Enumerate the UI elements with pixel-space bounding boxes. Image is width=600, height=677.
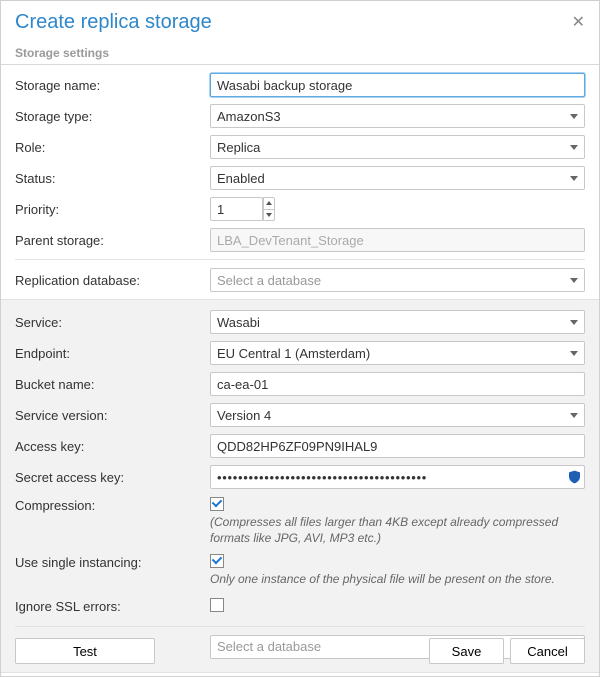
caret-up-icon [266,201,272,205]
service-version-value: Version 4 [217,408,566,423]
row-role: Role: Replica [15,135,585,159]
row-status: Status: Enabled [15,166,585,190]
endpoint-value: EU Central 1 (Amsterdam) [217,346,566,361]
label-replication-db: Replication database: [15,273,210,288]
row-storage-name: Storage name: [15,73,585,97]
label-priority: Priority: [15,202,210,217]
row-compression: Compression: (Compresses all files large… [15,496,585,546]
label-parent-storage: Parent storage: [15,233,210,248]
row-service: Service: Wasabi [15,310,585,334]
chevron-down-icon [570,351,578,356]
chevron-down-icon [570,278,578,283]
access-key-input[interactable] [210,434,585,458]
row-ignore-ssl: Ignore SSL errors: [15,595,585,619]
chevron-down-icon [570,413,578,418]
row-single-instancing: Use single instancing: Only one instance… [15,553,585,587]
role-value: Replica [217,140,566,155]
bucket-name-input[interactable] [210,372,585,396]
label-status: Status: [15,171,210,186]
section-header: Storage settings [1,42,599,65]
priority-step-up[interactable] [264,198,274,210]
divider [15,626,585,627]
label-access-key: Access key: [15,439,210,454]
close-icon[interactable]: ✕ [572,15,585,31]
row-replication-db: Replication database: Select a database [15,268,585,292]
caret-down-icon [266,213,272,217]
label-compression: Compression: [15,496,210,513]
row-parent-storage: Parent storage: [15,228,585,252]
single-instancing-hint: Only one instance of the physical file w… [210,571,585,587]
label-role: Role: [15,140,210,155]
storage-name-input[interactable] [210,73,585,97]
chevron-down-icon [570,145,578,150]
single-instancing-checkbox[interactable] [210,554,224,568]
ignore-ssl-checkbox[interactable] [210,598,224,612]
label-service: Service: [15,315,210,330]
storage-type-select[interactable]: AmazonS3 [210,104,585,128]
label-service-version: Service version: [15,408,210,423]
endpoint-select[interactable]: EU Central 1 (Amsterdam) [210,341,585,365]
test-button[interactable]: Test [15,638,155,664]
row-access-key: Access key: [15,434,585,458]
save-button[interactable]: Save [429,638,504,664]
row-storage-type: Storage type: AmazonS3 [15,104,585,128]
row-priority: Priority: [15,197,585,221]
label-single-instancing: Use single instancing: [15,553,210,570]
divider [15,259,585,260]
cancel-button[interactable]: Cancel [510,638,585,664]
priority-step-down[interactable] [264,210,274,221]
label-endpoint: Endpoint: [15,346,210,361]
compression-hint: (Compresses all files larger than 4KB ex… [210,514,585,546]
status-value: Enabled [217,171,566,186]
row-bucket-name: Bucket name: [15,372,585,396]
label-secret-key: Secret access key: [15,470,210,485]
storage-type-value: AmazonS3 [217,109,566,124]
label-bucket-name: Bucket name: [15,377,210,392]
status-select[interactable]: Enabled [210,166,585,190]
replication-db-select[interactable]: Select a database [210,268,585,292]
row-endpoint: Endpoint: EU Central 1 (Amsterdam) [15,341,585,365]
role-select[interactable]: Replica [210,135,585,159]
chevron-down-icon [570,176,578,181]
priority-input[interactable] [210,197,263,221]
row-service-version: Service version: Version 4 [15,403,585,427]
chevron-down-icon [570,320,578,325]
label-storage-name: Storage name: [15,78,210,93]
dialog-title: Create replica storage [15,11,572,34]
compression-checkbox[interactable] [210,497,224,511]
label-ignore-ssl: Ignore SSL errors: [15,599,210,614]
secret-key-input[interactable] [210,465,585,489]
service-version-select[interactable]: Version 4 [210,403,585,427]
chevron-down-icon [570,114,578,119]
label-storage-type: Storage type: [15,109,210,124]
parent-storage-input [210,228,585,252]
service-select[interactable]: Wasabi [210,310,585,334]
service-value: Wasabi [217,315,566,330]
shield-icon [569,471,580,484]
replication-db-placeholder: Select a database [217,273,566,288]
row-secret-key: Secret access key: [15,465,585,489]
